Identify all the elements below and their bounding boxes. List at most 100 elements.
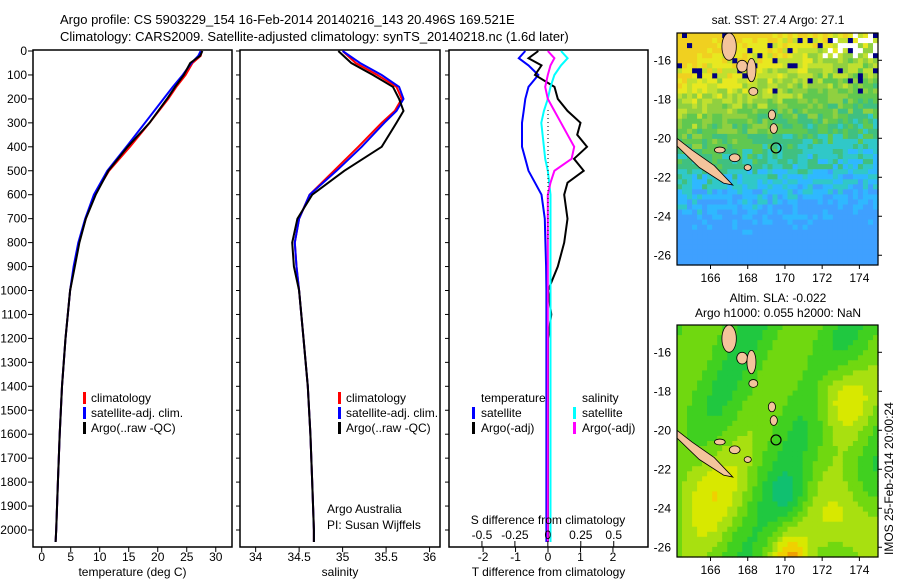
map-cell: [807, 83, 814, 89]
map-cell: [873, 400, 879, 407]
map-cell: [702, 169, 708, 175]
map-cell: [677, 108, 683, 115]
map-cell: [837, 93, 844, 100]
map-cell: [873, 521, 879, 528]
map-cell: [767, 244, 774, 251]
map-cell: [857, 330, 864, 336]
map-cell: [742, 501, 748, 508]
map-cell: [702, 471, 708, 477]
map-cell: [767, 194, 774, 200]
map-cell: [702, 254, 708, 261]
map-cell: [873, 395, 879, 402]
map-cell: [687, 385, 693, 392]
map-cell: [682, 73, 688, 79]
map-cell: [747, 476, 753, 482]
map-cell: [717, 552, 723, 558]
map-cell: [707, 204, 713, 211]
map-cell: [812, 325, 819, 331]
map-cell: [873, 405, 879, 412]
map-cell: [787, 260, 794, 266]
map-cell: [873, 199, 879, 205]
map-cell: [862, 229, 869, 236]
map-cell: [757, 451, 763, 457]
map-cell: [697, 93, 703, 100]
map-cell: [772, 330, 779, 336]
map-cell: [797, 501, 804, 508]
map-cell: [802, 506, 809, 513]
map-cell: [802, 43, 809, 49]
annotation-pi: PI: Susan Wijffels: [327, 518, 421, 532]
map-cell: [857, 446, 864, 452]
map-cell: [712, 204, 718, 211]
y-tick-label: 1900: [0, 499, 27, 513]
map-cell: [747, 254, 753, 261]
map-cell: [782, 511, 789, 518]
map-cell: [742, 405, 748, 412]
map-cell: [702, 73, 708, 79]
map-cell: [812, 400, 819, 407]
map-cell: [757, 516, 763, 523]
map-cell: [812, 375, 819, 381]
map-cell: [873, 415, 879, 422]
map-cell: [737, 123, 743, 130]
map-cell: [712, 219, 718, 226]
map-cell: [827, 48, 834, 54]
map-cell: [812, 541, 819, 548]
map-cell: [677, 113, 683, 120]
map-cell: [807, 350, 814, 356]
map-cell: [772, 229, 779, 236]
map-cell: [817, 481, 824, 487]
map-cell: [717, 83, 723, 89]
map-cell: [868, 83, 874, 89]
map-cell: [692, 234, 698, 241]
map-cell: [757, 209, 763, 216]
map-cell: [722, 546, 728, 553]
map-cell: [687, 113, 693, 120]
map-cell: [717, 506, 723, 513]
map-cell: [692, 224, 698, 231]
map-cell: [837, 108, 844, 115]
map-cell: [692, 355, 698, 361]
map-cell: [827, 496, 834, 503]
map-cell: [687, 496, 693, 503]
map-cell: [772, 219, 779, 226]
map-cell: [692, 415, 698, 422]
map-cell: [822, 552, 829, 558]
map-cell: [832, 174, 839, 180]
map-cell: [762, 552, 768, 558]
map-cell: [873, 214, 879, 221]
map-cell: [742, 375, 748, 381]
map-cell: [792, 451, 799, 457]
map-cell: [717, 224, 723, 231]
map-cell: [702, 98, 708, 105]
map-cell: [752, 552, 758, 558]
map-cell: [832, 63, 839, 69]
map-cell: [697, 521, 703, 528]
map-cell: [807, 521, 814, 528]
map-cell: [847, 199, 854, 205]
map-cell: [792, 436, 799, 442]
map-cell: [852, 420, 859, 427]
map-cell: [782, 229, 789, 236]
map-cell: [797, 83, 804, 89]
map-cell: [717, 260, 723, 266]
map-cell: [767, 68, 774, 74]
map-cell: [802, 78, 809, 84]
map-cell: [807, 370, 814, 376]
map-cell: [868, 395, 874, 402]
map-cell: [742, 451, 748, 457]
map-cell: [712, 209, 718, 216]
map-cell: [847, 73, 854, 79]
map-cell: [832, 415, 839, 422]
map-cell: [722, 441, 728, 447]
map-cell: [862, 370, 869, 376]
map-cell: [792, 83, 799, 89]
legend-label: Argo(..raw -QC): [91, 421, 176, 435]
map-cell: [822, 531, 829, 538]
map-cell: [697, 400, 703, 407]
map-cell: [697, 511, 703, 518]
map-cell: [727, 441, 733, 447]
map-cell: [807, 103, 814, 110]
map-cell: [862, 63, 869, 69]
map-cell: [862, 350, 869, 356]
